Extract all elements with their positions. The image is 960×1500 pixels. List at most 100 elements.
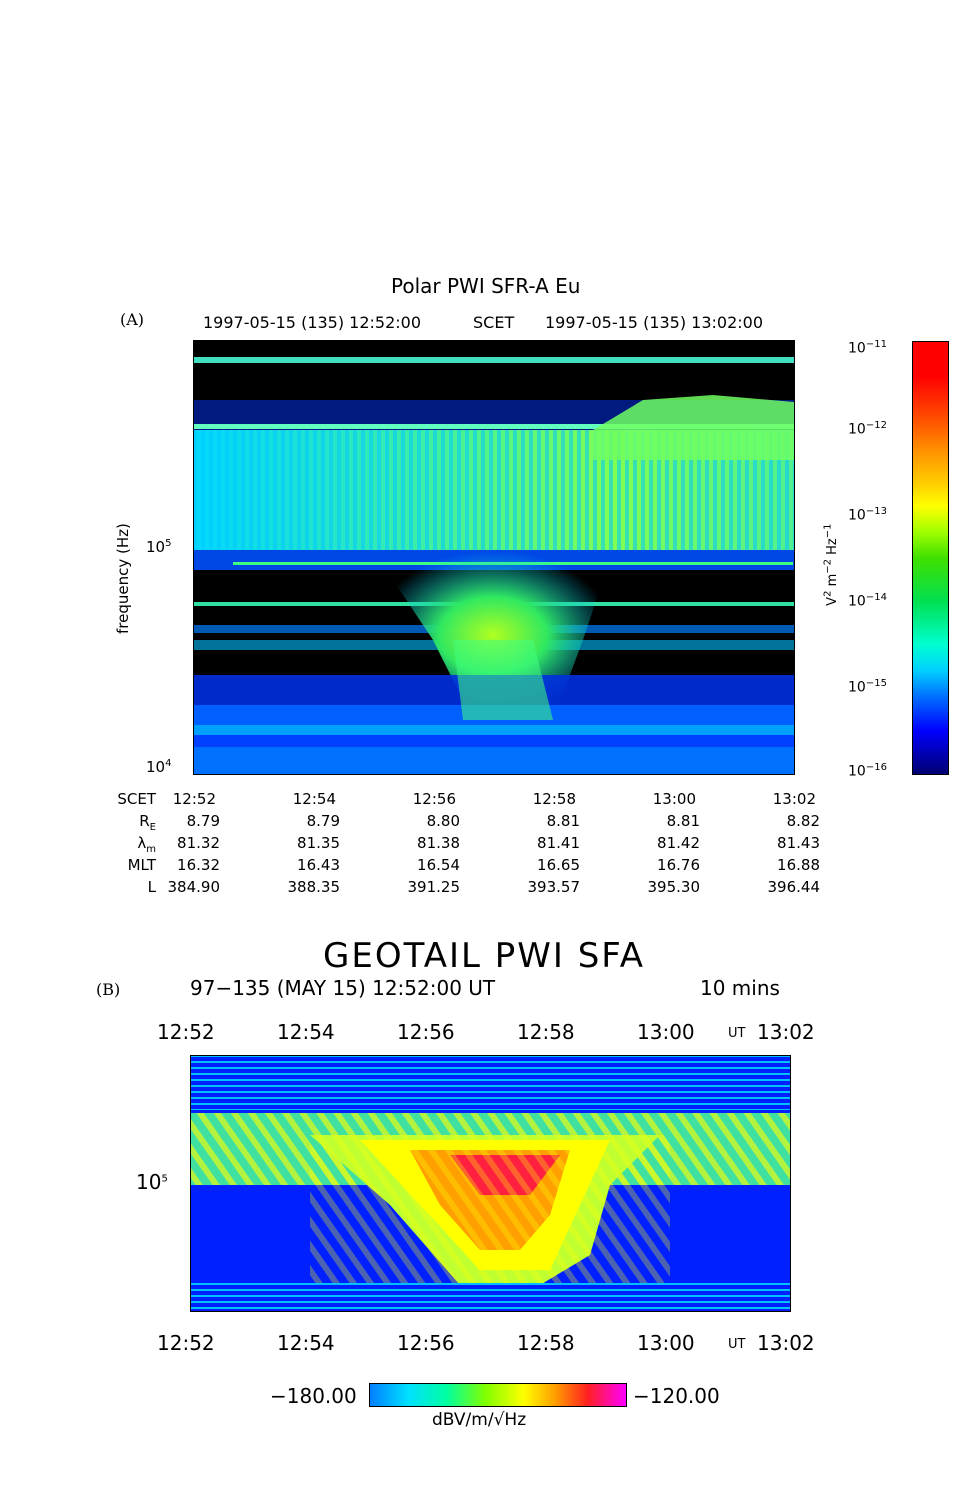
panel-a-title: Polar PWI SFR-A Eu <box>391 274 581 298</box>
eph-mlt-3: 16.65 <box>537 856 580 874</box>
b-top-tick-2: 12:56 <box>397 1020 455 1044</box>
b-bot-tick-0: 12:52 <box>157 1331 215 1355</box>
panel-a-ytick-1e5: 105 <box>146 538 171 556</box>
eph-mlt-2: 16.54 <box>417 856 460 874</box>
eph-label-re: RE <box>96 812 156 833</box>
label-r: R <box>139 812 150 830</box>
cbar-a-tick-1: 10−12 <box>848 420 887 438</box>
b-bot-tick-3: 12:58 <box>517 1331 575 1355</box>
eph-l-2: 391.25 <box>407 878 461 896</box>
tick-exp: −11 <box>865 339 887 350</box>
band-line <box>193 424 794 429</box>
b-top-tick-3: 12:58 <box>517 1020 575 1044</box>
cbar-a-tick-2: 10−13 <box>848 506 887 524</box>
panel-b-colorbar <box>369 1383 627 1407</box>
cbar-a-tick-3: 10−14 <box>848 592 887 610</box>
tick-exp: −12 <box>865 420 887 431</box>
eph-label-mlt: MLT <box>127 856 156 874</box>
top-lines <box>190 1055 790 1110</box>
panel-b-label: (B) <box>96 980 121 999</box>
panel-b-frame <box>190 1055 791 1312</box>
tick-base: 10 <box>848 340 866 357</box>
burst-core <box>453 640 553 720</box>
eph-mlt-4: 16.76 <box>657 856 700 874</box>
upper-rise <box>593 395 794 460</box>
eph-scet-3: 12:58 <box>532 790 576 808</box>
cbar-b-unit: dBV/m/√Hz <box>432 1410 527 1430</box>
tick-base: 10 <box>848 421 866 438</box>
tick-exp: 5 <box>165 538 172 549</box>
low-band-5 <box>193 747 794 774</box>
eph-lambda-0: 81.32 <box>177 834 220 852</box>
panel-a-ylabel: frequency (Hz) <box>114 523 132 634</box>
tick-base: 10 <box>848 679 866 696</box>
tick-exp: −14 <box>865 592 887 603</box>
panel-b-title: GEOTAIL PWI SFA <box>323 936 645 976</box>
low-band-4 <box>193 735 794 747</box>
eph-lambda-4: 81.42 <box>657 834 700 852</box>
cbar-b-min: −180.00 <box>270 1384 357 1408</box>
b-top-tick-1: 12:54 <box>277 1020 335 1044</box>
eph-scet-1: 12:54 <box>292 790 336 808</box>
eph-scet-2: 12:56 <box>412 790 456 808</box>
cbar-a-unit: V2 m−2 Hz−1 <box>822 523 840 606</box>
b-top-tick-4: 13:00 <box>637 1020 695 1044</box>
cbar-b-max: −120.00 <box>633 1384 720 1408</box>
tick-exp: 4 <box>165 758 172 769</box>
cbar-a-tick-0: 10−11 <box>848 339 887 357</box>
eph-scet-5: 13:02 <box>772 790 816 808</box>
cbar-a-tick-5: 10−16 <box>848 762 887 780</box>
b-bot-tick-1: 12:54 <box>277 1331 335 1355</box>
tick-exp: −15 <box>865 678 887 689</box>
tick-exp: −16 <box>865 762 887 773</box>
panel-b-ytick-1e5: 105 <box>136 1170 168 1194</box>
eph-re-5: 8.82 <box>786 812 820 830</box>
panel-b-subtitle: 97−135 (MAY 15) 12:52:00 UT <box>190 976 496 1000</box>
low-band-3 <box>193 725 794 735</box>
eph-lambda-2: 81.38 <box>417 834 460 852</box>
burst-diag <box>310 1135 670 1285</box>
panel-a-frame <box>193 340 795 775</box>
eph-label-lambda: λm <box>96 834 156 855</box>
bottom-lines <box>190 1280 790 1311</box>
eph-re-2: 8.80 <box>426 812 460 830</box>
tick-base: 10 <box>848 593 866 610</box>
eph-l-4: 395.30 <box>647 878 701 896</box>
unit-m: m <box>824 573 840 587</box>
tick-exp: 5 <box>161 1173 168 1185</box>
tick-base: 10 <box>848 507 866 524</box>
b-bot-tick-4: 13:00 <box>637 1331 695 1355</box>
b-top-ut: UT <box>728 1026 746 1041</box>
cbar-a-tick-4: 10−15 <box>848 678 887 696</box>
eph-scet-4: 13:00 <box>652 790 696 808</box>
panel-b-spectrogram <box>190 1055 790 1311</box>
eph-mlt-1: 16.43 <box>297 856 340 874</box>
panel-a-ytick-1e4: 104 <box>146 758 171 776</box>
eph-re-4: 8.81 <box>666 812 700 830</box>
eph-re-3: 8.81 <box>546 812 580 830</box>
eph-lambda-3: 81.41 <box>537 834 580 852</box>
eph-l-0: 384.90 <box>167 878 221 896</box>
eph-label-scet: SCET <box>117 790 156 808</box>
eph-lambda-1: 81.35 <box>297 834 340 852</box>
tick-base: 10 <box>146 758 166 776</box>
eph-re-0: 8.79 <box>186 812 220 830</box>
b-top-tick-0: 12:52 <box>157 1020 215 1044</box>
b-top-tick-5: 13:02 <box>757 1020 815 1044</box>
eph-mlt-0: 16.32 <box>177 856 220 874</box>
top-line <box>193 357 794 363</box>
b-bot-tick-5: 13:02 <box>757 1331 815 1355</box>
label-sub: E <box>149 822 156 833</box>
eph-l-5: 396.44 <box>767 878 821 896</box>
b-bot-ut: UT <box>728 1337 746 1352</box>
panel-b-duration: 10 mins <box>700 976 780 1000</box>
panel-a-start-time: 1997-05-15 (135) 12:52:00 <box>203 313 422 332</box>
panel-a-scet: SCET <box>473 313 515 332</box>
label-sub: m <box>146 844 156 855</box>
panel-a-spectrogram <box>193 340 794 774</box>
eph-l-3: 393.57 <box>527 878 581 896</box>
eph-re-1: 8.79 <box>306 812 340 830</box>
tick-base: 10 <box>146 538 166 556</box>
eph-scet-0: 12:52 <box>172 790 216 808</box>
tick-base: 10 <box>848 763 866 780</box>
